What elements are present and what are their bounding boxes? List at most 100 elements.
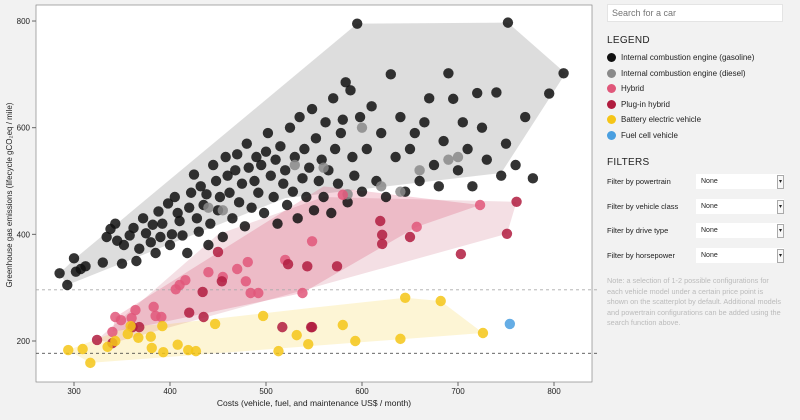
data-point-series-3[interactable] [501, 228, 513, 240]
data-point-series-0[interactable] [299, 143, 310, 155]
data-point-series-0[interactable] [419, 117, 430, 128]
data-point-series-0[interactable] [329, 143, 341, 155]
data-point-series-0[interactable] [502, 17, 514, 28]
data-point-series-3[interactable] [197, 286, 208, 298]
data-point-series-0[interactable] [232, 149, 243, 160]
data-point-series-0[interactable] [116, 258, 128, 269]
data-point-series-4[interactable] [102, 341, 113, 353]
data-point-series-0[interactable] [352, 18, 363, 29]
data-point-series-1[interactable] [376, 181, 387, 192]
data-point-series-0[interactable] [462, 143, 473, 155]
data-point-series-0[interactable] [265, 170, 276, 181]
data-point-series-0[interactable] [134, 243, 145, 254]
data-point-series-2[interactable] [232, 263, 243, 275]
data-point-series-4[interactable] [122, 328, 133, 340]
filter-select[interactable]: None ▾ [696, 223, 784, 238]
data-point-series-0[interactable] [385, 69, 396, 80]
data-point-series-0[interactable] [110, 218, 121, 229]
data-point-series-0[interactable] [239, 221, 251, 232]
data-point-series-0[interactable] [443, 68, 454, 79]
data-point-series-3[interactable] [331, 261, 343, 272]
data-point-series-0[interactable] [230, 165, 241, 176]
data-point-series-1[interactable] [318, 162, 329, 173]
data-point-series-0[interactable] [68, 253, 80, 264]
data-point-series-0[interactable] [224, 187, 235, 198]
data-point-series-0[interactable] [153, 206, 164, 217]
data-point-series-0[interactable] [318, 191, 329, 203]
data-point-series-0[interactable] [246, 202, 257, 213]
data-point-series-4[interactable] [63, 344, 74, 356]
data-point-series-0[interactable] [467, 181, 478, 192]
filter-select[interactable]: None ▾ [696, 198, 784, 214]
filter-select[interactable]: None ▾ [696, 174, 784, 189]
data-point-series-4[interactable] [337, 319, 348, 331]
data-point-series-0[interactable] [289, 151, 300, 163]
data-point-series-0[interactable] [500, 138, 512, 149]
data-point-series-0[interactable] [457, 117, 468, 128]
data-point-series-4[interactable] [133, 332, 144, 344]
data-point-series-0[interactable] [345, 85, 356, 96]
data-point-series-0[interactable] [251, 151, 262, 163]
data-point-series-2[interactable] [240, 276, 252, 287]
data-point-series-2[interactable] [245, 287, 256, 299]
data-point-series-0[interactable] [558, 68, 569, 79]
data-point-series-2[interactable] [148, 301, 159, 313]
data-point-series-2[interactable] [203, 267, 214, 278]
data-point-series-0[interactable] [164, 239, 176, 251]
data-point-series-0[interactable] [287, 186, 299, 197]
data-point-series-2[interactable] [306, 236, 318, 247]
data-point-series-4[interactable] [85, 357, 96, 369]
data-point-series-0[interactable] [236, 178, 248, 189]
data-point-series-4[interactable] [350, 335, 361, 347]
data-point-series-1[interactable] [356, 122, 368, 133]
data-point-series-0[interactable] [510, 159, 521, 171]
data-point-series-0[interactable] [316, 154, 327, 165]
data-point-series-0[interactable] [62, 279, 73, 291]
data-point-series-0[interactable] [182, 247, 193, 259]
data-point-series-3[interactable] [404, 231, 416, 243]
data-point-series-2[interactable] [242, 256, 253, 268]
data-point-series-0[interactable] [356, 186, 368, 197]
data-point-series-0[interactable] [249, 175, 260, 187]
data-point-series-4[interactable] [209, 318, 221, 330]
data-point-series-0[interactable] [169, 191, 180, 203]
data-point-series-0[interactable] [137, 213, 149, 224]
data-point-series-0[interactable] [243, 162, 254, 173]
data-point-series-0[interactable] [188, 169, 200, 180]
data-point-series-0[interactable] [326, 207, 337, 219]
data-point-series-4[interactable] [125, 320, 136, 332]
data-point-series-0[interactable] [166, 229, 178, 240]
data-point-series-0[interactable] [404, 143, 416, 155]
data-point-series-3[interactable] [306, 321, 318, 333]
data-point-series-0[interactable] [448, 93, 459, 105]
data-point-series-0[interactable] [347, 151, 358, 163]
data-point-series-1[interactable] [452, 151, 464, 163]
data-point-series-0[interactable] [140, 228, 152, 239]
data-point-series-0[interactable] [476, 122, 488, 133]
data-point-series-3[interactable] [134, 321, 145, 333]
data-point-series-3[interactable] [198, 311, 209, 323]
data-point-series-0[interactable] [376, 127, 387, 139]
data-point-series-0[interactable] [342, 197, 353, 208]
data-point-series-3[interactable] [376, 229, 388, 241]
data-point-series-2[interactable] [474, 199, 486, 211]
data-point-series-0[interactable] [433, 181, 444, 192]
data-point-series-0[interactable] [520, 111, 531, 123]
data-point-series-0[interactable] [481, 154, 492, 165]
data-point-series-4[interactable] [77, 343, 88, 355]
data-point-series-4[interactable] [435, 295, 446, 307]
data-point-series-0[interactable] [80, 261, 91, 272]
data-point-series-0[interactable] [278, 178, 289, 189]
data-point-series-0[interactable] [335, 127, 347, 139]
data-point-series-0[interactable] [304, 162, 315, 173]
data-point-series-0[interactable] [101, 231, 112, 243]
data-point-series-1[interactable] [203, 202, 214, 213]
data-point-series-0[interactable] [281, 199, 293, 211]
data-point-series-0[interactable] [390, 151, 401, 163]
data-point-series-0[interactable] [472, 87, 483, 99]
data-point-series-4[interactable] [183, 344, 194, 356]
data-point-series-1[interactable] [217, 205, 228, 216]
data-point-series-0[interactable] [205, 218, 216, 229]
data-point-series-0[interactable] [409, 127, 420, 139]
data-point-series-0[interactable] [272, 218, 283, 229]
